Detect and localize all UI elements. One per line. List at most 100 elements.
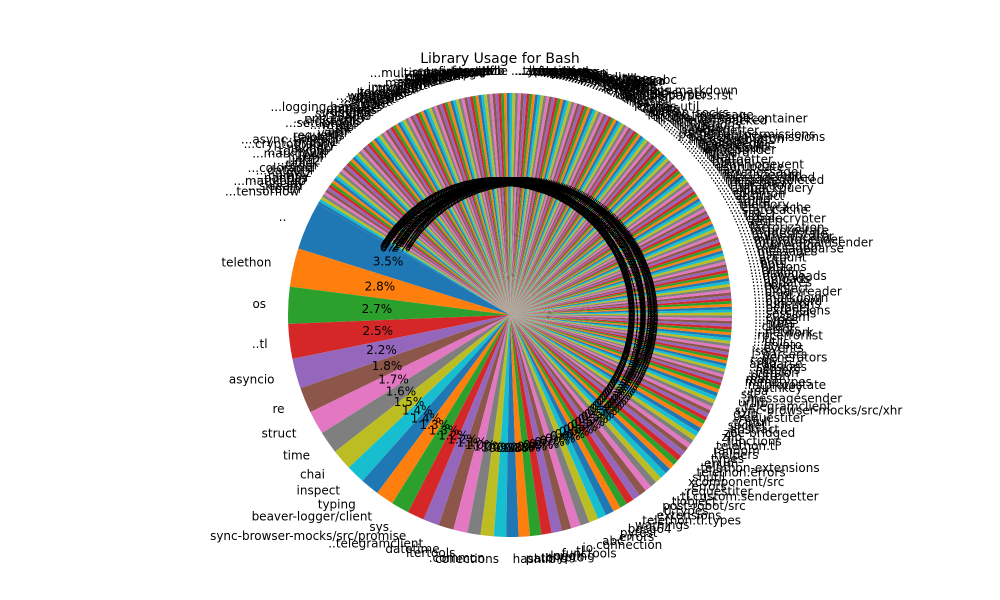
slice-percent: 0.2%: [514, 176, 545, 190]
slice-percent: 0.2%: [595, 221, 626, 235]
pie-slice: [510, 315, 718, 397]
slice-label: ...rsa: [732, 206, 762, 220]
slice-label: ..rsa: [742, 384, 768, 398]
slice-percent: 0.2%: [625, 336, 656, 350]
slice-percent: 0.2%: [622, 348, 653, 362]
slice-label: ...jinja2: [277, 154, 321, 168]
slice-percent: 0.2%: [623, 273, 654, 287]
pie-slice: [510, 315, 634, 504]
pie-slice: [510, 150, 661, 315]
pie-slice: [360, 148, 510, 315]
pie-slice: [510, 255, 725, 315]
pie-slice: [510, 93, 516, 315]
slice-label: ...site: [336, 109, 369, 123]
slice-label: shutil: [692, 470, 725, 484]
pie-slice: [352, 156, 510, 315]
slice-percent: 0.2%: [490, 175, 521, 189]
slice-label: ...users: [747, 247, 791, 261]
slice-label: ctypes: [640, 101, 680, 115]
slice-label: ...contextlib: [570, 71, 641, 85]
slice-label: telethon: [221, 256, 271, 270]
slice-label: ...select: [561, 69, 608, 83]
slice-label: time: [283, 448, 310, 462]
pie-slice: [467, 315, 510, 536]
slice-percent: 1.2%: [447, 433, 478, 447]
slice-percent: 0.2%: [395, 220, 426, 234]
slice-label: .button: [746, 369, 789, 383]
slice-percent: 0.2%: [384, 233, 415, 247]
pie-slice: [319, 199, 510, 315]
slice-label: ...parsers: [751, 347, 807, 361]
pie-slice: [510, 110, 599, 315]
slice-percent: 0.4%: [599, 391, 630, 405]
pie-slice: [510, 315, 531, 537]
slice-label: copy: [750, 354, 779, 368]
pie-slice: [338, 171, 510, 315]
pie-slice: [475, 95, 510, 315]
slice-label: ...hints: [754, 316, 795, 330]
slice-label: docutils: [620, 90, 667, 104]
pie-slice: [510, 223, 714, 315]
slice-percent: 0.2%: [628, 300, 659, 314]
slice-percent: 0.2%: [471, 177, 502, 191]
slice-label: ...unicodedata: [579, 74, 665, 88]
pie-slice: [510, 97, 558, 316]
slice-percent: 0.2%: [512, 176, 543, 190]
pie-slice: [480, 94, 510, 315]
slice-label: ...network: [754, 326, 814, 340]
slice-label: ...zipfile: [402, 72, 449, 86]
slice-label: ..extensions: [649, 509, 721, 523]
slice-label: ...authenticator: [741, 229, 834, 243]
slice-percent: 0.2%: [418, 199, 449, 213]
slice-percent: 0.2%: [627, 290, 658, 304]
slice-label: warnings: [635, 518, 689, 532]
slice-label: zlib: [721, 430, 742, 444]
slice-label: ...pytz: [274, 166, 311, 180]
pie-slice: [417, 111, 510, 315]
pie-slice: [510, 315, 731, 344]
pie-slice: [392, 125, 510, 315]
slice-percent: 0.2%: [601, 227, 632, 241]
pie-slice: [510, 315, 702, 433]
pie-slice: [387, 128, 510, 315]
pie-slice: [510, 184, 691, 315]
slice-label: ...tl.custom: [668, 121, 736, 135]
pie-slice: [510, 93, 519, 315]
slice-percent: 0.8%: [523, 438, 554, 452]
slice-percent: 0.2%: [428, 193, 459, 207]
slice-label: sqlite3: [623, 92, 663, 106]
slice-label: ...album: [720, 184, 769, 198]
slice-label: ...struct: [600, 81, 647, 95]
slice-label: mimetypes: [745, 375, 812, 389]
slice-percent: 0.2%: [478, 176, 509, 190]
pie-slice: [510, 239, 720, 315]
pie-slice: [342, 166, 510, 315]
slice-label: ...mtprotoplainsender: [743, 235, 873, 249]
pie-slice: [510, 298, 732, 315]
slice-percent: 0.2%: [526, 179, 557, 193]
slice-label: ..sessions: [749, 360, 807, 374]
slice-label: ctypes.util: [637, 99, 699, 113]
pie-slice: [331, 180, 510, 315]
slice-percent: 1.0%: [481, 440, 512, 454]
slice-percent: 0.2%: [442, 186, 473, 200]
pie-slice: [469, 96, 510, 315]
pie-slice: [510, 96, 553, 315]
slice-percent: 0.2%: [622, 270, 653, 284]
pie-slice: [373, 137, 510, 315]
pie-slice: [510, 278, 730, 315]
slice-percent: 0.2%: [485, 175, 516, 189]
pie-slice: [510, 104, 583, 315]
slice-label: ...yaml: [306, 126, 347, 140]
pie-slice: [377, 315, 510, 504]
slice-percent: 0.2%: [422, 196, 453, 210]
slice-percent: 0.2%: [621, 267, 652, 281]
slice-label: ...generators: [750, 351, 827, 365]
pie-slice: [510, 283, 731, 315]
pie-slice: [328, 184, 510, 315]
slice-label: ...chataction: [717, 178, 792, 192]
slice-percent: 0.3%: [612, 370, 643, 384]
pie-slice: [510, 95, 544, 315]
slice-label: inspect: [297, 483, 341, 497]
slice-label: ...mock: [349, 94, 393, 108]
